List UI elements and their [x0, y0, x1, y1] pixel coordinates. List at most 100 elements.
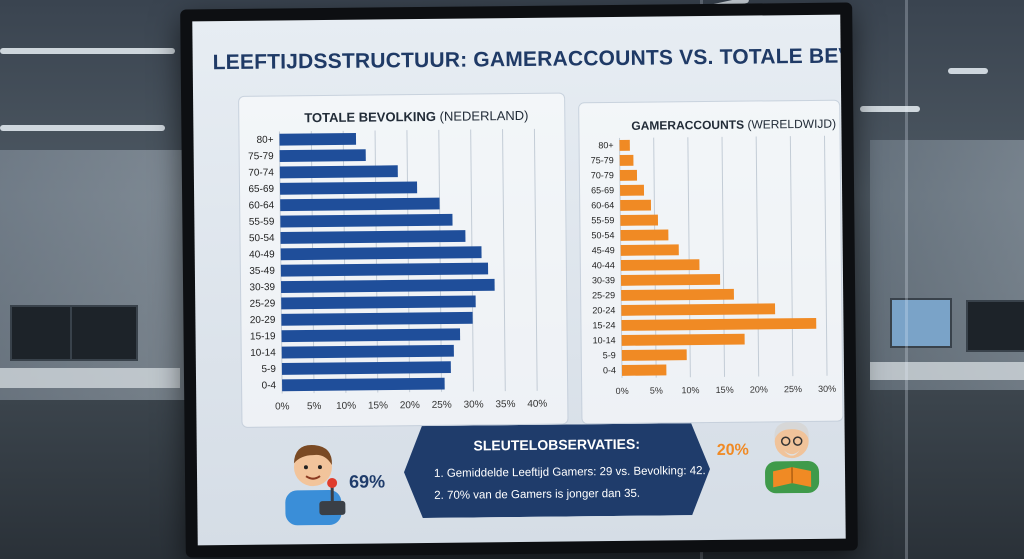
y-tick-label: 75-79: [591, 155, 614, 165]
x-tick-label: 20%: [750, 384, 768, 394]
bar: [620, 214, 659, 226]
x-tick-label: 15%: [716, 385, 734, 395]
y-tick-label: 0-4: [603, 365, 616, 375]
bar: [279, 181, 418, 195]
y-tick-label: 75-79: [248, 151, 274, 162]
x-tick-label: 0%: [616, 386, 629, 396]
office-wall: [0, 150, 200, 400]
y-tick-label: 40-44: [592, 260, 615, 270]
page-title: LEEFTIJDSSTRUCTUUR: GAMERACCOUNTS VS. TO…: [212, 43, 846, 75]
x-tick-label: 25%: [432, 400, 452, 411]
y-tick-label: 5-9: [261, 364, 276, 375]
gamers-chart-title-sub: (WERELDWIJD): [747, 116, 837, 132]
y-tick-label: 65-69: [248, 184, 274, 195]
gridline: [470, 129, 474, 392]
desk: [870, 362, 1024, 380]
bar: [620, 244, 679, 256]
y-tick-label: 20-24: [592, 305, 615, 315]
x-tick-label: 30%: [818, 384, 836, 394]
bar: [621, 317, 817, 331]
bar: [279, 149, 366, 162]
bar: [620, 184, 645, 196]
observation-item: 2. 70% van de Gamers is jonger dan 35.: [434, 487, 641, 502]
bar: [281, 295, 476, 310]
bar: [280, 197, 440, 212]
bar: [281, 328, 461, 343]
x-tick-label: 20%: [400, 400, 420, 411]
gridline: [789, 136, 794, 377]
ceiling-light: [0, 125, 165, 131]
bar: [280, 278, 495, 293]
bar: [619, 139, 630, 151]
x-tick-label: 0%: [275, 401, 290, 412]
left-percentage: 69%: [348, 471, 386, 492]
y-tick-label: 50-54: [249, 233, 275, 244]
bar: [279, 132, 357, 146]
bar: [280, 230, 466, 244]
display-screen: LEEFTIJDSSTRUCTUUR: GAMERACCOUNTS VS. TO…: [192, 14, 846, 546]
gridline: [824, 135, 828, 376]
population-chart-title: TOTALE BEVOLKING (NEDERLAND): [304, 108, 528, 125]
observation-item: 1. Gemiddelde Leeftijd Gamers: 29 vs. Be…: [433, 465, 706, 480]
y-tick-label: 15-19: [250, 331, 276, 342]
x-tick-label: 35%: [495, 399, 515, 410]
y-tick-label: 55-59: [591, 215, 614, 225]
elderly-man-reading-icon: [765, 422, 820, 494]
x-tick-label: 30%: [463, 399, 483, 410]
x-tick-label: 5%: [307, 401, 322, 412]
y-tick-label: 80+: [256, 135, 273, 146]
population-chart-title-sub: (NEDERLAND): [439, 107, 529, 124]
x-tick-label: 25%: [784, 384, 802, 394]
gridline: [278, 131, 283, 394]
y-tick-label: 20-29: [250, 315, 276, 326]
bar: [621, 303, 776, 316]
y-tick-label: 80+: [598, 140, 613, 150]
y-tick-label: 70-79: [591, 170, 614, 180]
bar: [620, 229, 669, 241]
gridline: [533, 128, 538, 391]
y-tick-label: 5-9: [603, 350, 616, 360]
population-chart-title-main: TOTALE BEVOLKING: [304, 108, 437, 126]
key-observations-title: SLEUTELOBSERVATIES:: [473, 435, 641, 454]
bar: [619, 169, 638, 181]
display-monitor: LEEFTIJDSSTRUCTUUR: GAMERACCOUNTS VS. TO…: [180, 2, 858, 558]
bar: [621, 349, 687, 361]
y-tick-label: 10-14: [593, 335, 616, 345]
bar: [281, 344, 454, 359]
x-tick-label: 40%: [527, 399, 547, 410]
y-tick-label: 65-69: [591, 185, 614, 195]
bar: [620, 199, 652, 211]
bar: [621, 364, 667, 376]
x-tick-label: 5%: [650, 386, 663, 396]
y-tick-label: 40-49: [249, 249, 275, 260]
y-tick-label: 55-59: [249, 217, 275, 228]
x-tick-label: 10%: [336, 401, 356, 412]
bar: [621, 288, 734, 301]
gamers-chart-title-main: GAMERACCOUNTS: [631, 117, 745, 133]
gridline: [502, 129, 506, 392]
y-tick-label: 60-64: [591, 200, 614, 210]
computer-monitor: [10, 305, 72, 361]
bar: [282, 377, 445, 392]
computer-monitor: [890, 298, 952, 348]
gamers-bar-chart: 0% 5% 10% 15% 20% 25% 30% 80+ 75-79 70-79 65-69 60-…: [591, 135, 836, 396]
ceiling-light: [860, 106, 920, 112]
young-gamer-with-joystick-icon: [285, 445, 346, 526]
desk: [0, 368, 180, 388]
population-chart-panel: TOTALE BEVOLKING (NEDERLAND) 0% 5% 10% 15% 2…: [238, 92, 569, 428]
glass-partition-edge: [905, 0, 908, 559]
y-tick-label: 30-39: [249, 282, 275, 293]
bar: [281, 311, 473, 326]
bar: [620, 273, 721, 286]
y-tick-label: 35-49: [249, 266, 275, 277]
gridline: [755, 136, 760, 377]
y-tick-label: 25-29: [592, 290, 615, 300]
ceiling-light: [948, 68, 988, 74]
y-tick-label: 0-4: [262, 380, 277, 391]
bar: [621, 333, 745, 346]
bar: [280, 246, 482, 261]
y-tick-label: 45-49: [592, 245, 615, 255]
bar: [279, 165, 398, 179]
x-tick-label: 15%: [368, 400, 388, 411]
gamers-chart-panel: GAMERACCOUNTS (WERELDWIJD) 0% 5% 10% 15% 20%…: [578, 99, 844, 425]
